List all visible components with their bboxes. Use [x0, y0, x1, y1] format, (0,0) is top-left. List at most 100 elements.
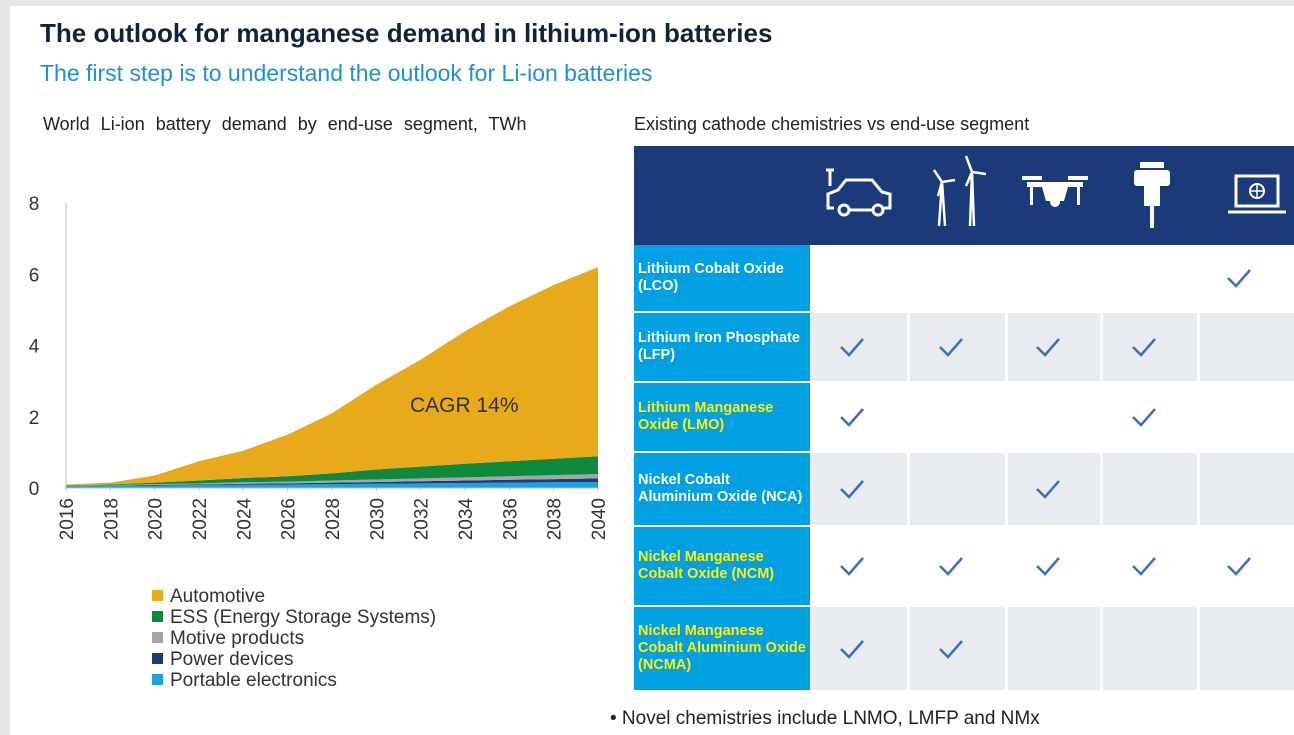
table-cell	[810, 313, 907, 381]
check-mark	[939, 639, 963, 659]
x-tick-label: 2026	[279, 498, 300, 540]
table-cell	[910, 313, 1005, 381]
table-header	[634, 146, 1294, 245]
y-tick-label: 6	[29, 265, 40, 286]
table-cell	[810, 527, 907, 605]
table-cell	[1103, 383, 1197, 451]
x-tick-label: 2022	[190, 498, 211, 540]
x-tick-label: 2020	[146, 498, 167, 540]
table-cell	[1200, 383, 1294, 451]
legend-label: ESS (Energy Storage Systems)	[170, 607, 436, 628]
check-mark	[840, 408, 864, 427]
check-mark	[840, 557, 864, 576]
table-cell	[1200, 607, 1294, 690]
table-cell	[810, 245, 907, 311]
check-stroke	[840, 480, 864, 499]
x-tick-label: 2040	[589, 498, 610, 540]
table-cell	[810, 453, 907, 525]
legend-label: Motive products	[170, 628, 304, 649]
slide-title: The outlook for manganese demand in lith…	[40, 18, 773, 48]
x-tick-label: 2024	[234, 498, 255, 541]
table-cell	[1008, 383, 1100, 451]
laptop-icon	[1228, 174, 1286, 214]
table-cell	[910, 453, 1005, 525]
check-mark	[840, 338, 864, 357]
table-cell	[1200, 527, 1294, 605]
table-cell	[1103, 607, 1197, 690]
table-cell	[1008, 245, 1100, 311]
table-cell	[1200, 453, 1294, 525]
row-label: Lithium Manganese Oxide (LMO)	[634, 383, 810, 451]
legend-swatch	[152, 590, 163, 601]
table-cell	[1008, 607, 1100, 690]
check-mark	[840, 639, 864, 659]
check-stroke	[1131, 557, 1156, 576]
check-mark	[1035, 338, 1060, 357]
drone-icon	[1022, 176, 1088, 207]
check-stroke	[939, 639, 963, 659]
legend-swatch	[152, 674, 163, 685]
x-tick-label: 2036	[500, 498, 521, 540]
area	[66, 474, 598, 486]
check-stroke	[840, 557, 864, 576]
area	[66, 456, 598, 486]
check-mark	[840, 480, 864, 499]
check-stroke	[1035, 557, 1060, 576]
check-stroke	[1035, 480, 1060, 499]
x-tick-label: 2016	[57, 498, 78, 540]
legend-swatch	[152, 632, 163, 643]
wind-icon	[932, 155, 987, 227]
table-cell	[1103, 245, 1197, 311]
check-stroke	[1131, 338, 1156, 357]
area	[66, 267, 598, 486]
table-cell	[1103, 453, 1197, 525]
table-cell	[910, 245, 1005, 311]
check-stroke	[840, 338, 864, 357]
table-cell	[1103, 313, 1197, 381]
check-stroke	[1131, 408, 1156, 427]
table-cell	[1200, 245, 1294, 311]
check-mark	[1131, 338, 1156, 357]
check-stroke	[939, 557, 963, 576]
slide: The outlook for manganese demand in lith…	[10, 6, 1294, 735]
check-stroke	[939, 338, 963, 357]
check-mark	[1035, 557, 1060, 576]
legend-swatch	[152, 611, 163, 622]
drill-icon	[1134, 162, 1170, 228]
area	[66, 481, 598, 488]
check-stroke	[1227, 269, 1251, 288]
row-label: Nickel Manganese Cobalt Aluminium Oxide …	[634, 607, 810, 690]
check-stroke	[840, 639, 864, 659]
row-label: Lithium Cobalt Oxide (LCO)	[634, 245, 810, 311]
table-cell	[1200, 313, 1294, 381]
check-mark	[1227, 269, 1251, 288]
check-mark	[1035, 480, 1060, 499]
x-tick-label: 2028	[323, 498, 344, 540]
y-tick-label: 0	[29, 479, 40, 500]
check-stroke	[1035, 338, 1060, 357]
table-cell	[910, 527, 1005, 605]
legend-label: Portable electronics	[170, 670, 337, 691]
table-cell	[1008, 313, 1100, 381]
table-title: Existing cathode chemistries vs end-use …	[634, 114, 1030, 134]
check-mark	[939, 557, 963, 576]
y-tick-label: 4	[29, 337, 40, 358]
table-cell	[910, 383, 1005, 451]
row-label: Lithium Iron Phosphate (LFP)	[634, 313, 810, 381]
chart: 0 2 4 6 8 2016 2018 2020 2022 2024 2026 2028 2030 203…	[29, 194, 610, 691]
y-tick-label: 8	[29, 194, 40, 215]
table-cell	[1008, 527, 1100, 605]
note: • Novel chemistries include LNMO, LMFP a…	[610, 708, 1040, 729]
table-cell	[1103, 527, 1197, 605]
legend-label: Automotive	[170, 586, 265, 607]
legend-label: Power devices	[170, 649, 294, 670]
check-mark	[1131, 557, 1156, 576]
table-cell	[910, 607, 1005, 690]
car-icon	[826, 168, 892, 217]
check-mark	[1227, 557, 1251, 576]
check-mark	[939, 338, 963, 357]
table-cell	[1008, 453, 1100, 525]
check-mark	[1131, 408, 1156, 427]
x-tick-label: 2018	[101, 498, 122, 540]
